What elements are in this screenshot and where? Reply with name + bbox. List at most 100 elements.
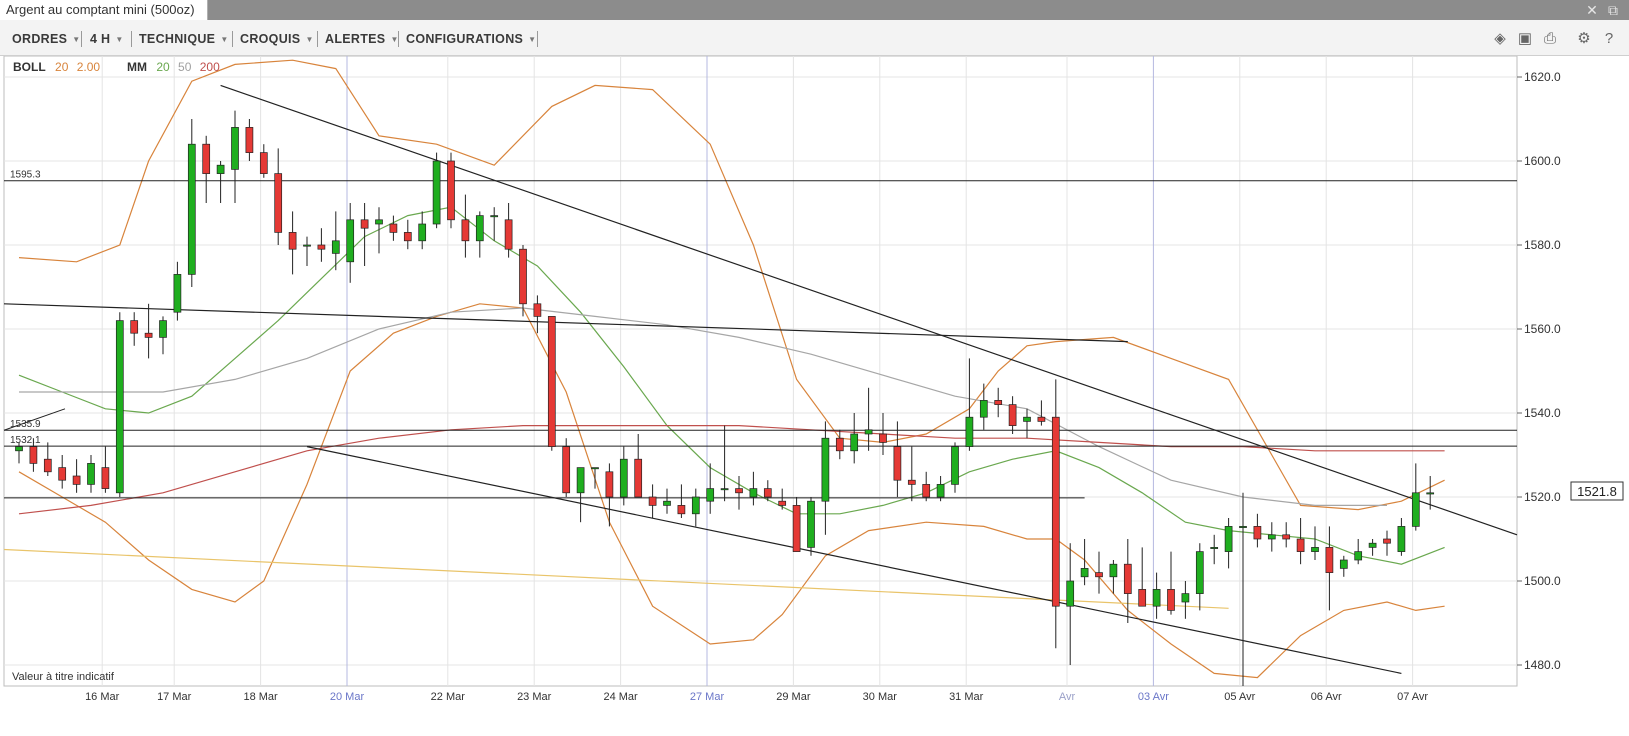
candle-down [288, 232, 297, 250]
price-tick-label: 1620.0 [1524, 70, 1561, 84]
long-ma-line [3, 548, 1229, 609]
candle-down [1095, 572, 1103, 578]
candle-up [691, 496, 700, 515]
candle-up [1368, 542, 1377, 548]
candle-up [216, 164, 225, 174]
candle-up [720, 488, 729, 491]
gear-icon[interactable]: ⚙ [1577, 30, 1591, 47]
candle-down [403, 232, 412, 242]
candle-up [1109, 563, 1118, 578]
footer-note: Valeur à titre indicatif [12, 671, 115, 683]
menu-divider [131, 31, 132, 47]
time-tick-label: 16 Mar [85, 691, 120, 703]
candle-down [202, 143, 211, 174]
candle-down [879, 433, 887, 443]
candle-up [1339, 559, 1348, 569]
close-icon[interactable]: ✕ [1586, 2, 1598, 18]
menu-configurations[interactable]: CONFIGURATIONS ▼ [406, 32, 537, 46]
window-tab[interactable]: Argent au comptant mini (500oz) [0, 0, 208, 20]
candle-down [101, 467, 110, 489]
candle-down [274, 173, 283, 233]
candle-up [432, 160, 441, 225]
candle-down [519, 248, 527, 305]
candle-up [619, 458, 628, 498]
candle-up [706, 488, 715, 502]
candle-up [173, 274, 182, 313]
candle-down [1008, 404, 1017, 426]
help-icon[interactable]: ? [1604, 30, 1614, 47]
svg-text:1521.8: 1521.8 [1577, 484, 1617, 499]
indicator-line [19, 307, 1387, 506]
candle-up [749, 488, 758, 498]
candle-up [159, 320, 167, 338]
menu-divider [317, 31, 318, 47]
drawn-trendlines: 1595.3 1535.9 1532.1 [3, 84, 1518, 674]
candle-up [591, 467, 599, 470]
level-label: 1532.1 [10, 435, 41, 446]
candle-down [245, 127, 254, 153]
menu-divider [537, 31, 538, 47]
candle-up [1426, 492, 1435, 495]
candle-up [1080, 568, 1089, 578]
price-tick-label: 1580.0 [1524, 238, 1561, 252]
candle-down [835, 437, 844, 452]
price-tick-label: 1560.0 [1524, 322, 1561, 336]
time-axis: 16 Mar 17 Mar 18 Mar 20 Mar 22 Mar 23 Mar 24 M… [85, 691, 1428, 703]
candle-up [1411, 492, 1420, 527]
layers-icon[interactable]: ◈ [1494, 30, 1506, 47]
candle-up [1354, 551, 1363, 561]
time-tick-label: 29 Mar [776, 691, 811, 703]
candle-down [763, 488, 772, 498]
candle-up [490, 215, 499, 218]
candle-up [1267, 534, 1276, 540]
time-tick-label: 18 Mar [243, 691, 278, 703]
plot-frame [3, 56, 1518, 687]
indicator-line [18, 303, 1445, 679]
trendline [306, 446, 1402, 674]
candle-up [1195, 551, 1204, 594]
candle-up [231, 127, 239, 170]
candle-down [317, 244, 326, 250]
trendline [3, 408, 66, 431]
print-icon[interactable]: ⎙ [1543, 30, 1556, 47]
menu-alertes[interactable]: ALERTES ▼ [325, 32, 399, 46]
candle-down [792, 505, 801, 552]
menu-ordres[interactable]: ORDRES ▼ [12, 32, 81, 46]
legend-mm: MM 20 50 200 [127, 60, 220, 74]
chevron-down-icon: ▼ [220, 35, 229, 44]
candle-up [850, 433, 859, 452]
candle-up [346, 219, 355, 263]
menu-timeframe[interactable]: 4 H ▼ [90, 32, 124, 46]
menu-croquis[interactable]: CROQUIS ▼ [240, 32, 314, 46]
menu-technique[interactable]: TECHNIQUE ▼ [139, 32, 229, 46]
price-chart[interactable]: 1595.3 1535.9 1532.1 1480.0 1500.0 1520.0 154… [0, 56, 1629, 736]
candle-up [1066, 580, 1075, 607]
candle-down [562, 446, 571, 494]
candle-down [1051, 416, 1060, 607]
candle-down [29, 446, 38, 464]
popout-icon[interactable]: ⧉ [1608, 2, 1618, 18]
time-tick-label: 03 Avr [1138, 691, 1169, 703]
candle-down [1325, 547, 1334, 573]
candle-down [1383, 538, 1391, 544]
candle-down [547, 316, 556, 447]
price-tick-label: 1600.0 [1524, 154, 1561, 168]
candle-up [418, 223, 427, 242]
candle-up [303, 244, 311, 247]
candle-down [605, 471, 614, 498]
trendline [220, 84, 1518, 536]
current-price-tag: 1521.8 [1570, 481, 1624, 501]
candlesticks [15, 110, 1435, 686]
legend-boll: BOLL 20 2.00 [13, 60, 100, 74]
candle-up [187, 143, 196, 275]
candle-up [1311, 547, 1319, 552]
time-tick-label: 22 Mar [431, 691, 466, 703]
candle-down [634, 458, 643, 498]
candle-down [778, 500, 787, 506]
time-tick-label: 31 Mar [949, 691, 984, 703]
image-icon[interactable]: ▣ [1517, 30, 1533, 47]
chevron-down-icon: ▼ [390, 35, 399, 44]
candle-up [331, 240, 340, 254]
trendline [3, 303, 1128, 343]
candle-up [1210, 547, 1219, 549]
